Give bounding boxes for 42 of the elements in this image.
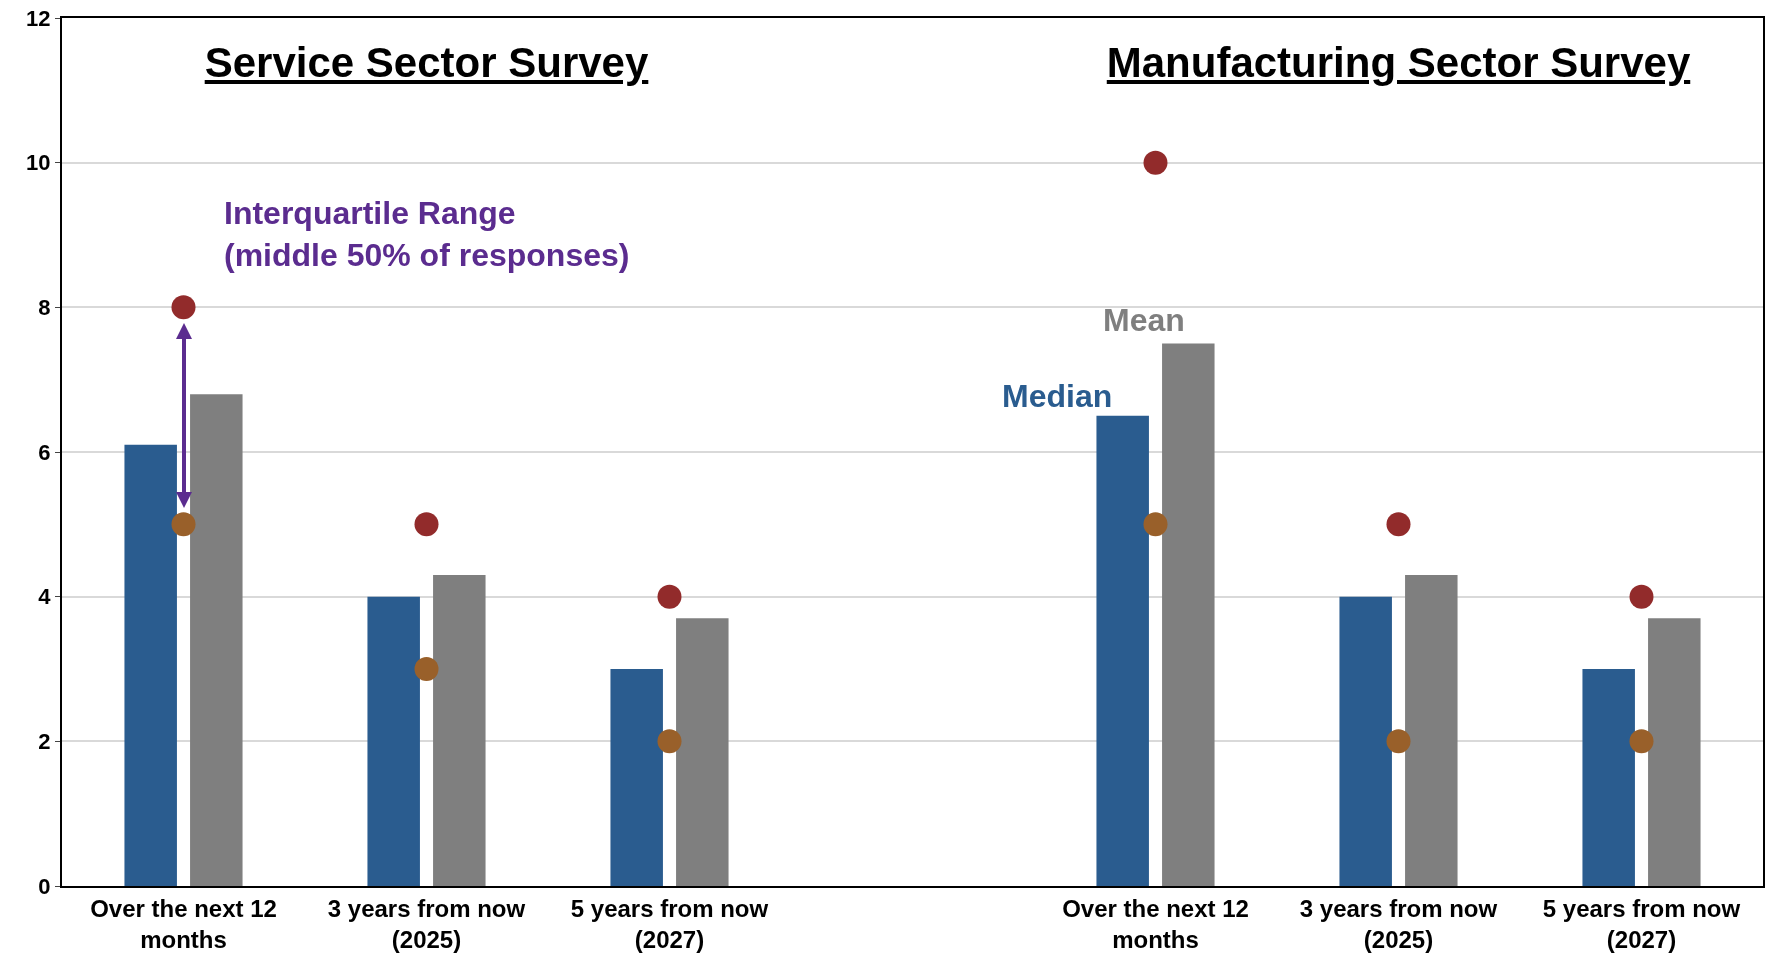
bar [610, 669, 663, 886]
bar [433, 574, 486, 886]
series-label: Mean [1103, 302, 1185, 338]
y-tick-label: 12 [26, 5, 51, 31]
y-tick-label: 0 [38, 873, 51, 899]
y-tick-label: 6 [38, 439, 51, 465]
point [1386, 729, 1411, 754]
bar [1096, 415, 1149, 886]
annotation: Manufacturing Sector Survey [1106, 38, 1691, 88]
bar [1648, 618, 1701, 886]
bar [676, 618, 729, 886]
x-tick-label: Over the next 12 months [1062, 894, 1249, 953]
point [1629, 729, 1654, 754]
bar [1405, 574, 1458, 886]
y-tick-label: 4 [38, 584, 52, 610]
point [171, 295, 196, 320]
point [1386, 512, 1411, 537]
annotation: Interquartile Range (middle 50% of responses) [224, 195, 630, 273]
bar [124, 444, 177, 886]
point [1629, 584, 1654, 609]
point [414, 657, 439, 681]
bar [367, 596, 420, 886]
y-tick-label: 8 [38, 295, 51, 321]
x-tick-label: 3 years from now (2025) [1299, 894, 1498, 953]
point [171, 512, 196, 537]
point [1143, 512, 1168, 537]
point [657, 584, 682, 609]
bar [1339, 596, 1392, 886]
x-tick-label: 5 years from now (2027) [570, 894, 769, 953]
annotation: Service Sector Survey [204, 38, 649, 88]
point [414, 512, 439, 537]
bar [1162, 343, 1215, 886]
x-tick-label: 3 years from now (2025) [327, 894, 526, 953]
y-tick-label: 2 [38, 729, 51, 755]
y-tick-label: 10 [26, 150, 51, 176]
x-tick-label: 5 years from now (2027) [1542, 894, 1741, 953]
point [1143, 150, 1168, 175]
bar [190, 394, 243, 886]
x-tick-label: Over the next 12 months [90, 894, 277, 953]
bar [1582, 669, 1635, 886]
series-label: Median [1002, 378, 1113, 414]
point [657, 729, 682, 754]
